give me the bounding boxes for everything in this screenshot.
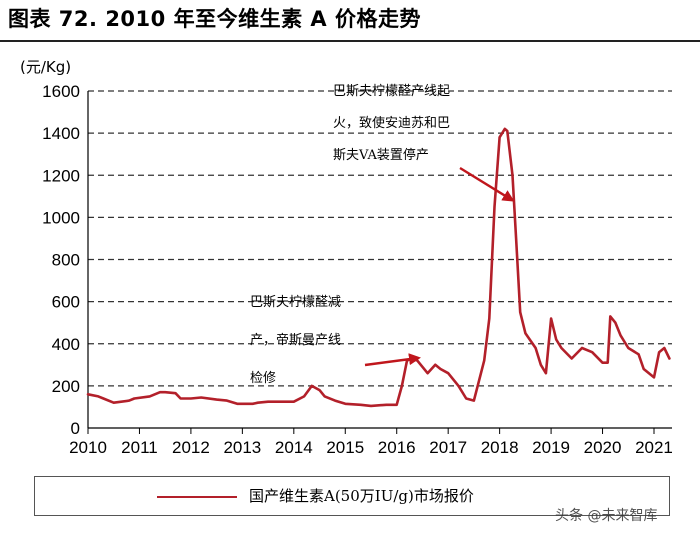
y-tick-label: 600 [52,293,80,312]
x-tick-label: 2011 [121,438,158,457]
x-tick-label: 2013 [223,438,261,457]
x-tick-label: 2012 [172,438,210,457]
x-tick-label: 2014 [275,438,313,457]
axes: 0 200 400 600 800 1000 1200 1400 1600 2010 2011 201… [42,82,673,457]
y-tick-label: 400 [52,335,80,354]
y-tick-label: 1200 [42,166,80,185]
y-tick-label: 1400 [42,124,80,143]
x-tick-label: 2016 [378,438,416,457]
annotation-text: 产，帝斯曼产线 [250,332,341,348]
gridlines [88,90,672,387]
watermark: 头条 @未来智库 [555,508,658,524]
figure-title: 图表 72. 2010 年至今维生素 A 价格走势 [8,7,421,31]
y-tick-label: 0 [71,419,80,438]
y-tick-label: 200 [52,377,80,396]
x-tick-label: 2021 [635,438,673,457]
y-tick-label: 800 [52,251,80,270]
annotation-text: 斯夫VA装置停产 [333,147,429,163]
annotations: 巴斯夫柠檬醛产线起火，致使安迪苏和巴斯夫VA装置停产巴斯夫柠檬醛减产，帝斯曼产线… [250,83,515,386]
annotation-text: 巴斯夫柠檬醛产线起 [333,83,450,99]
y-tick-label: 1600 [42,82,80,101]
annotation-arrow [459,166,515,202]
series-layer [86,127,671,408]
x-tick-label: 2018 [481,438,519,457]
x-tick-label: 2017 [429,438,467,457]
legend-swatch [157,496,237,498]
x-tick-label: 2020 [584,438,622,457]
title-divider [0,40,700,42]
legend: 国产维生素A(50万IU/g)市场报价 [34,476,670,516]
y-tick-label: 1000 [42,208,80,227]
legend-label: 国产维生素A(50万IU/g)市场报价 [249,487,474,505]
x-tick-label: 2015 [326,438,364,457]
annotation-text: 巴斯夫柠檬醛减 [250,294,341,310]
x-tick-label: 2010 [69,438,107,457]
annotation-arrow [364,353,421,367]
annotation-text: 检修 [250,371,276,386]
annotation-text: 火，致使安迪苏和巴 [333,115,450,131]
y-axis-label: (元/Kg) [20,58,71,76]
x-tick-label: 2019 [532,438,570,457]
series-line [86,127,671,408]
